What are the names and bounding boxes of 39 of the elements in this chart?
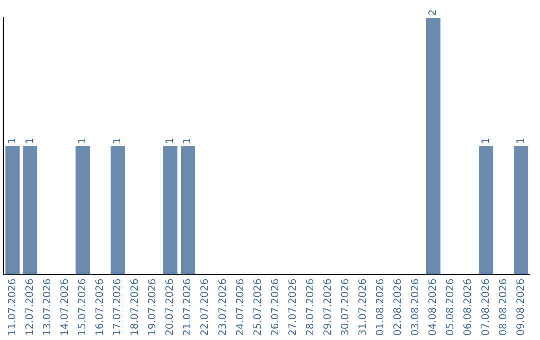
x-tick-label: 09.08.2026 — [516, 278, 527, 336]
x-tick-label: 12.07.2026 — [24, 278, 36, 336]
x-tick-label: 29.07.2026 — [322, 278, 334, 336]
data-label: 1 — [480, 138, 492, 144]
x-tick-label: 30.07.2026 — [340, 278, 352, 336]
x-tick-label: 05.08.2026 — [446, 278, 457, 336]
x-tick-label: 06.08.2026 — [463, 278, 474, 336]
x-tick-label: 07.08.2026 — [480, 278, 492, 336]
x-tick-label: 21.07.2026 — [182, 278, 194, 336]
x-tick-label: 25.07.2026 — [252, 278, 264, 336]
x-tick-label: 31.07.2026 — [358, 278, 370, 336]
x-tick-label: 18.07.2026 — [130, 278, 142, 336]
x-tick-label: 24.07.2026 — [235, 278, 246, 336]
x-tick-label: 08.08.2026 — [498, 278, 510, 336]
data-label: 1 — [77, 138, 88, 144]
data-label: 1 — [24, 138, 36, 144]
x-tick-label: 28.07.2026 — [305, 278, 316, 336]
x-tick-label: 13.07.2026 — [42, 278, 54, 336]
x-tick-label: 27.07.2026 — [288, 278, 299, 336]
x-tick-label: 04.08.2026 — [428, 278, 440, 336]
data-label: 2 — [428, 10, 440, 16]
data-label: 1 — [516, 138, 527, 144]
x-tick-label: 16.07.2026 — [95, 278, 106, 336]
x-tick-label: 20.07.2026 — [165, 278, 176, 336]
x-tick-label: 17.07.2026 — [112, 278, 124, 336]
x-tick-label: 26.07.2026 — [270, 278, 282, 336]
x-tick-label: 03.08.2026 — [410, 278, 422, 336]
x-tick-label: 23.07.2026 — [218, 278, 229, 336]
data-label: 1 — [165, 138, 176, 144]
x-tick-label: 15.07.2026 — [77, 278, 88, 336]
data-label: 1 — [112, 138, 124, 144]
x-tick-label: 22.07.2026 — [200, 278, 212, 336]
x-tick-label: 02.08.2026 — [393, 278, 404, 336]
data-label: 1 — [182, 138, 194, 144]
data-label: 1 — [7, 138, 18, 144]
x-tick-label: 19.07.2026 — [148, 278, 159, 336]
x-tick-label: 01.08.2026 — [376, 278, 387, 336]
x-tick-label: 11.07.2026 — [7, 278, 18, 336]
x-tick-label: 14.07.2026 — [60, 278, 71, 336]
